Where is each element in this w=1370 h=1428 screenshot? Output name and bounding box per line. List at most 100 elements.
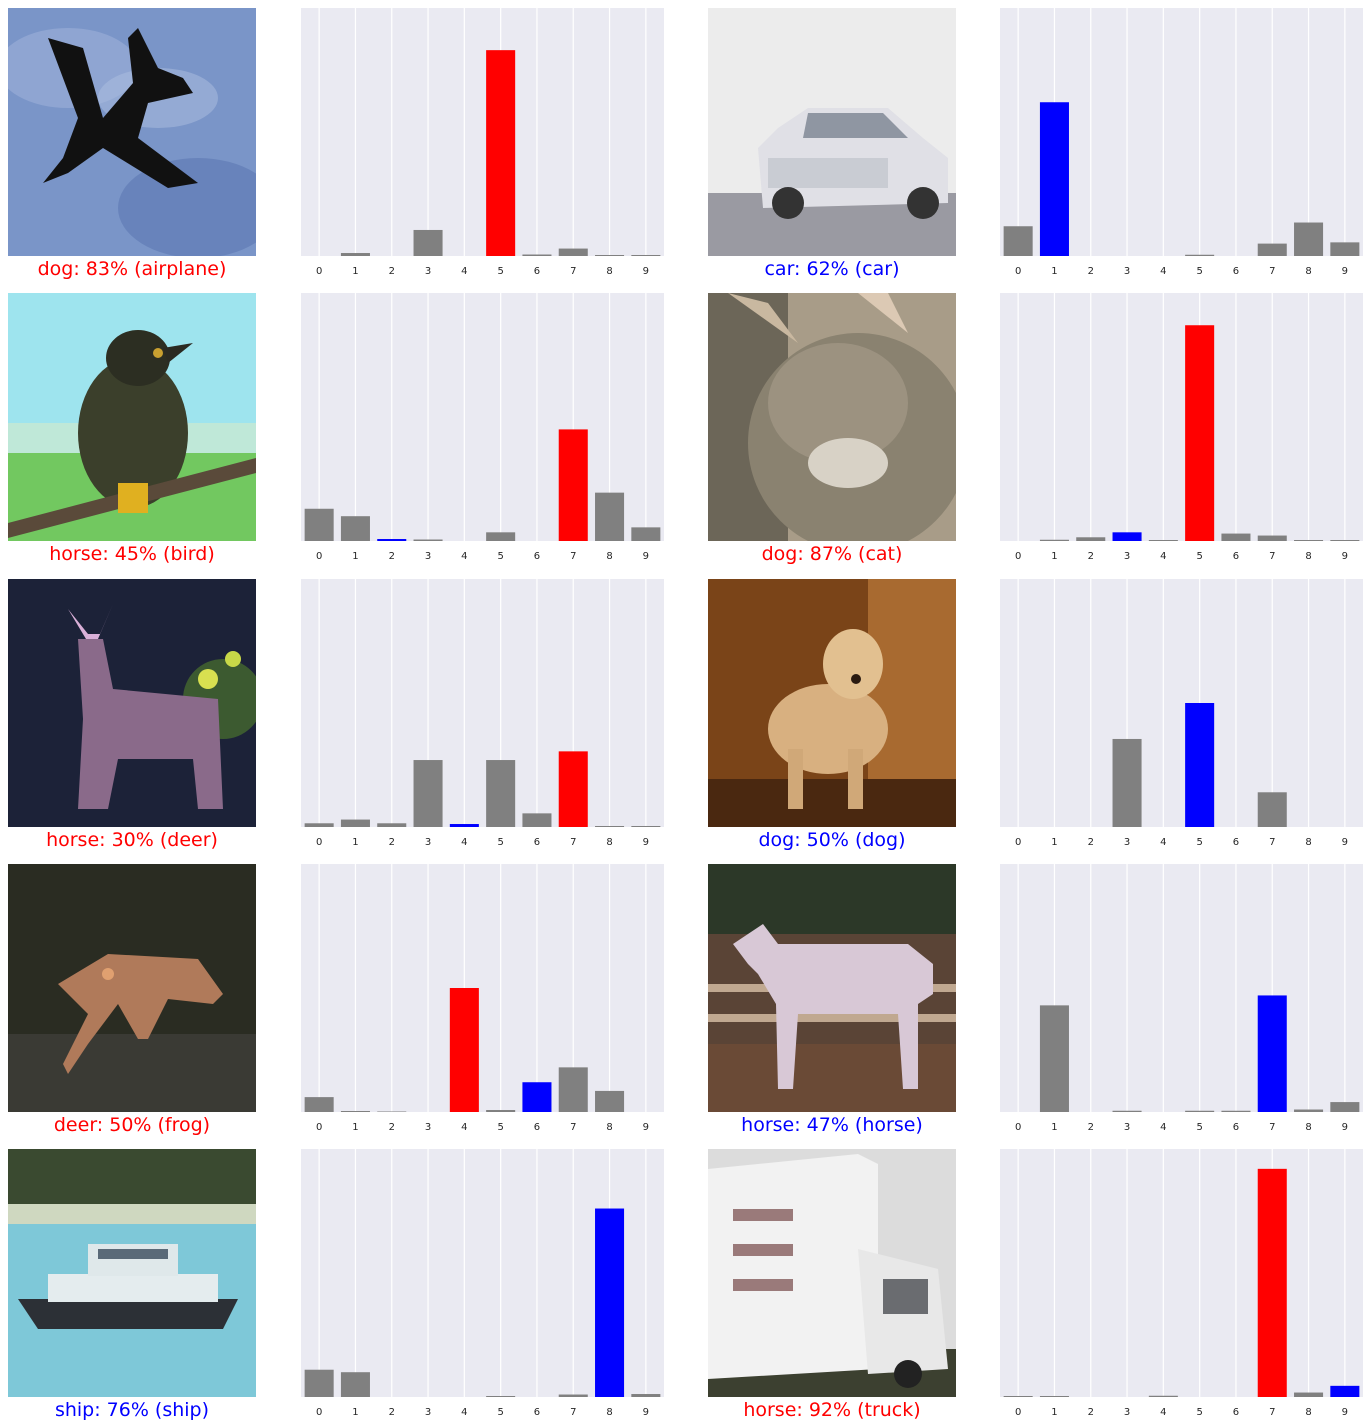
x-tick-label: 2 [1088, 1122, 1094, 1133]
x-tick-label: 0 [1015, 837, 1021, 848]
x-tick-label: 3 [425, 837, 431, 848]
x-tick-label: 8 [606, 837, 612, 848]
probability-bar-chart: 0 1 2 3 4 5 6 7 8 9 [1000, 293, 1363, 565]
prediction-caption: ship: 76% (ship) [54, 1399, 210, 1421]
bar-class-7 [1257, 243, 1287, 256]
x-tick-label: 0 [316, 837, 322, 848]
x-tick-label: 0 [316, 551, 322, 562]
sample-image-graphic [8, 8, 256, 256]
bar-class-9 [631, 1394, 661, 1397]
x-tick-label: 9 [1342, 266, 1348, 277]
x-tick-label: 8 [606, 1407, 612, 1418]
bar-class-4 [449, 988, 479, 1112]
bar-class-5 [486, 1110, 516, 1112]
x-tick-label: 5 [1196, 1407, 1202, 1418]
chart-svg: 0 1 2 3 4 5 6 7 8 9 [301, 8, 664, 277]
prediction-caption: dog: 50% (dog) [758, 829, 906, 851]
bar-class-2 [1076, 537, 1106, 541]
x-tick-label: 3 [1124, 1122, 1130, 1133]
bar-class-1 [340, 253, 370, 256]
bar-class-6 [1221, 1110, 1251, 1112]
bar-class-8 [595, 1208, 625, 1397]
plot-background [301, 864, 664, 1112]
sample-image [8, 293, 256, 541]
bar-class-7 [558, 429, 588, 541]
bar-class-1 [340, 516, 370, 541]
x-tick-label: 1 [352, 551, 358, 562]
bar-class-5 [486, 760, 516, 827]
probability-bar-chart: 0 1 2 3 4 5 6 7 8 9 [301, 8, 664, 280]
bar-class-5 [1185, 325, 1215, 541]
x-tick-label: 7 [1269, 1122, 1275, 1133]
x-tick-label: 1 [1051, 1407, 1057, 1418]
bar-class-0 [304, 1097, 334, 1112]
sample-image [708, 8, 956, 256]
x-tick-label: 5 [1196, 266, 1202, 277]
x-tick-label: 5 [1196, 1122, 1202, 1133]
x-tick-label: 6 [534, 266, 540, 277]
prediction-caption: horse: 45% (bird) [49, 543, 215, 565]
x-tick-label: 4 [461, 1122, 467, 1133]
x-tick-label: 2 [389, 1407, 395, 1418]
x-tick-label: 7 [1269, 837, 1275, 848]
x-tick-label: 8 [1305, 551, 1311, 562]
plot-background [301, 579, 664, 827]
x-tick-label: 6 [534, 837, 540, 848]
x-tick-label: 7 [570, 837, 576, 848]
x-tick-label: 5 [497, 266, 503, 277]
plot-background [1000, 579, 1363, 827]
chart-svg: 0 1 2 3 4 5 6 7 8 9 [1000, 293, 1363, 562]
prediction-caption: dog: 83% (airplane) [37, 258, 227, 280]
bar-class-9 [1330, 1102, 1360, 1112]
x-tick-label: 8 [1305, 1122, 1311, 1133]
bar-class-5 [486, 1396, 516, 1397]
x-tick-label: 5 [497, 551, 503, 562]
bar-class-7 [1257, 535, 1287, 541]
bar-class-1 [340, 819, 370, 827]
sample-image-graphic [708, 864, 956, 1112]
x-tick-label: 6 [534, 1122, 540, 1133]
probability-bar-chart: 0 1 2 3 4 5 6 7 8 9 [1000, 8, 1363, 280]
probability-bar-chart: 0 1 2 3 4 5 6 7 8 9 [301, 1149, 664, 1421]
bar-class-1 [1039, 102, 1069, 257]
bar-class-7 [558, 248, 588, 256]
bar-class-7 [558, 1394, 588, 1397]
bar-class-7 [558, 751, 588, 827]
chart-svg: 0 1 2 3 4 5 6 7 8 9 [1000, 1149, 1363, 1418]
bar-class-1 [1039, 539, 1069, 541]
bar-class-4 [1148, 1395, 1178, 1397]
chart-svg: 0 1 2 3 4 5 6 7 8 9 [301, 1149, 664, 1418]
bar-class-9 [631, 527, 661, 541]
prediction-caption: horse: 47% (horse) [741, 1114, 923, 1136]
bar-class-8 [1294, 540, 1324, 541]
bar-class-8 [1294, 1392, 1324, 1397]
prediction-caption: horse: 30% (deer) [46, 829, 218, 851]
bar-class-3 [1112, 532, 1142, 541]
x-tick-label: 0 [1015, 551, 1021, 562]
plot-background [1000, 293, 1363, 541]
x-tick-label: 5 [497, 1122, 503, 1133]
sample-image [8, 579, 256, 827]
x-tick-label: 8 [606, 551, 612, 562]
bar-class-7 [1257, 1168, 1287, 1397]
x-tick-label: 3 [1124, 266, 1130, 277]
probability-bar-chart: 0 1 2 3 4 5 6 7 8 9 [1000, 864, 1363, 1136]
x-tick-label: 9 [643, 266, 649, 277]
x-tick-label: 2 [1088, 551, 1094, 562]
x-tick-label: 0 [1015, 266, 1021, 277]
bar-class-6 [522, 254, 552, 256]
bar-class-9 [1330, 540, 1360, 541]
x-tick-label: 7 [1269, 551, 1275, 562]
chart-svg: 0 1 2 3 4 5 6 7 8 9 [301, 864, 664, 1133]
bar-class-9 [631, 826, 661, 827]
x-tick-label: 4 [461, 551, 467, 562]
x-tick-label: 5 [497, 1407, 503, 1418]
bar-class-6 [522, 813, 552, 827]
plot-background [301, 8, 664, 256]
x-tick-label: 7 [1269, 1407, 1275, 1418]
x-tick-label: 6 [534, 1407, 540, 1418]
bar-class-5 [1185, 703, 1215, 827]
sample-image-graphic [708, 579, 956, 827]
x-tick-label: 3 [425, 551, 431, 562]
